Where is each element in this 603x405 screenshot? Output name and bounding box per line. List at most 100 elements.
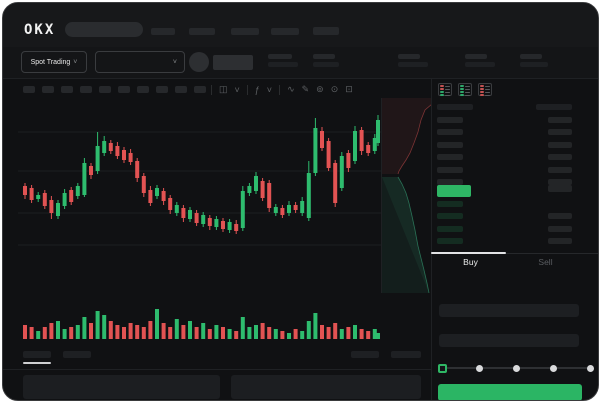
volume-pane[interactable] [18, 299, 381, 339]
volume-bar [234, 331, 239, 339]
slider-stop[interactable] [550, 365, 557, 372]
orderbook-price-cell[interactable] [437, 154, 463, 161]
timeframe-button[interactable] [99, 86, 111, 93]
header-divider [3, 78, 598, 79]
orderbook-price-cell[interactable] [437, 117, 463, 123]
nav-item-4[interactable] [271, 28, 299, 35]
settings-icon[interactable]: ⊙ [330, 84, 339, 94]
stat-label-4 [520, 54, 542, 59]
orderbook-price-cell[interactable] [437, 179, 463, 185]
timeframe-button[interactable] [23, 86, 35, 93]
candle-body [115, 146, 120, 156]
candle-body [155, 188, 159, 196]
ob-icon-cell [480, 94, 484, 96]
okx-logo[interactable]: OKX [24, 22, 56, 38]
line-tool-icon[interactable]: ∿ [287, 84, 295, 94]
ob-icon-cell [460, 88, 464, 90]
volume-bar [293, 329, 298, 339]
orderbook-price-cell[interactable] [437, 141, 463, 148]
volume-bar [161, 323, 166, 339]
volume-bar [62, 329, 67, 339]
nav-item-1[interactable] [151, 28, 175, 35]
volume-bar [221, 327, 225, 339]
depth-line [397, 103, 433, 175]
candle-body [234, 224, 239, 231]
orderbook-price-cell[interactable] [437, 166, 463, 173]
tabs-divider [431, 253, 598, 254]
ob-icon-cell [480, 85, 484, 87]
timeframe-button[interactable] [61, 86, 73, 93]
fullscreen-icon[interactable]: ⊡ [345, 84, 353, 94]
buy-submit-button[interactable] [438, 384, 582, 400]
chart-range-tab-2[interactable] [63, 351, 91, 358]
timeframe-button[interactable] [194, 86, 206, 93]
ob-icon-cell [485, 94, 490, 96]
nav-item-5[interactable] [313, 27, 339, 35]
draw-icon[interactable]: ✎ [301, 84, 310, 94]
timeframe-button[interactable] [118, 86, 130, 93]
volume-svg [23, 309, 380, 339]
search-input[interactable] [65, 22, 143, 37]
snapshot-icon[interactable]: ⊚ [316, 84, 324, 94]
timeframe-button[interactable] [42, 86, 54, 93]
ob-icon-cell [485, 91, 490, 93]
volume-bar [69, 327, 74, 339]
chevron-down-icon: ˅ [73, 58, 78, 66]
ob-icon-cell [460, 91, 464, 93]
book-combined-icon[interactable] [438, 83, 452, 96]
amount-input[interactable] [439, 334, 579, 347]
tab-sell[interactable]: Sell [538, 257, 553, 267]
timeframe-button[interactable] [156, 86, 168, 93]
chart-type-chevron-icon[interactable]: ˅ [234, 84, 240, 95]
candle-body [23, 186, 27, 195]
timeframe-button[interactable] [175, 86, 187, 93]
tab-buy[interactable]: Buy [463, 257, 478, 267]
candlestick-chart[interactable] [18, 98, 381, 293]
depth-area [382, 177, 429, 293]
spot-trading-selector[interactable]: Spot Trading ˅ [21, 51, 87, 73]
orderbook-amount-cell [548, 225, 572, 232]
orderbook-last-price[interactable] [437, 185, 471, 197]
volume-bar [313, 313, 318, 339]
book-asks-icon[interactable] [478, 83, 492, 96]
chart-type-icon[interactable]: ◫ [219, 84, 228, 94]
slider-stop[interactable] [513, 365, 520, 372]
toolbar-divider [279, 84, 281, 95]
depth-svg [382, 98, 433, 294]
book-bids-icon[interactable] [458, 83, 472, 96]
orderbook-amount-cell [548, 154, 572, 161]
volume-bar [280, 331, 285, 339]
slider-handle[interactable] [438, 364, 447, 373]
orderbook-amount-cell [548, 237, 572, 244]
nav-item-2[interactable] [189, 28, 215, 35]
chart-range-tab-1[interactable] [23, 351, 51, 358]
candle-body [62, 193, 67, 206]
nav-item-3[interactable] [231, 28, 259, 35]
volume-bar [188, 321, 192, 339]
chart-footer-option-1[interactable] [351, 351, 379, 358]
orderbook-amount-cell [548, 213, 572, 220]
orderbook-price-cell[interactable] [437, 129, 463, 136]
timeframe-button[interactable] [80, 86, 92, 93]
candle-body [148, 190, 153, 203]
timeframe-button[interactable] [137, 86, 149, 93]
orderbook-amount-cell [548, 166, 572, 173]
candle-body [36, 195, 41, 199]
orderbook-price-cell[interactable] [437, 237, 463, 244]
indicators-icon[interactable]: ƒ [254, 84, 260, 95]
volume-bar [240, 317, 245, 339]
orderbook-price-cell[interactable] [437, 225, 463, 232]
pair-dropdown[interactable]: ˅ [95, 51, 185, 73]
chart-footer-option-2[interactable] [391, 351, 421, 358]
price-input[interactable] [439, 304, 579, 317]
ob-icon-cell [440, 91, 444, 93]
stat-value-4 [520, 62, 548, 67]
slider-stop[interactable] [587, 365, 594, 372]
orderbook-price-cell[interactable] [437, 213, 463, 220]
indicators-chevron-icon[interactable]: ˅ [266, 84, 273, 95]
volume-bar [346, 327, 351, 339]
candle-body [128, 153, 133, 162]
slider-stop[interactable] [476, 365, 483, 372]
candle-body [346, 153, 351, 168]
orderbook-price-cell[interactable] [437, 201, 463, 207]
